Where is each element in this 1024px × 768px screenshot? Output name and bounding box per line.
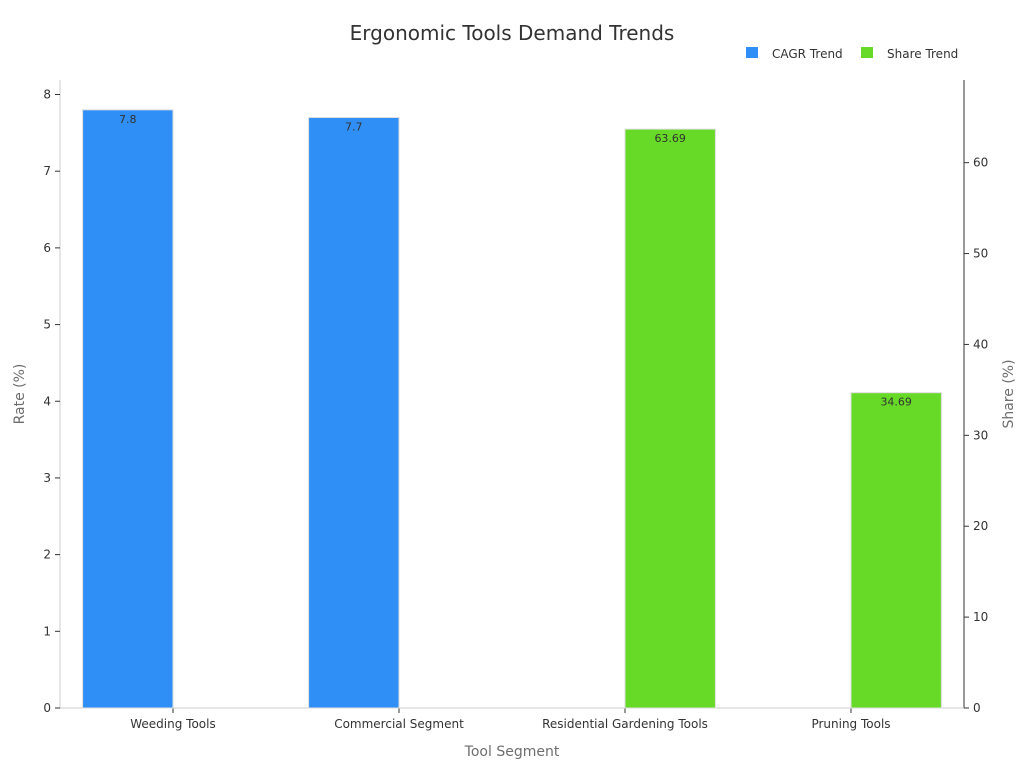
right-tick-label: 20 [973, 519, 988, 533]
left-tick-label: 0 [43, 701, 51, 715]
x-tick-label: Commercial Segment [334, 717, 464, 731]
chart-title: Ergonomic Tools Demand Trends [350, 21, 675, 45]
left-y-axis: 0 1 2 3 4 5 6 7 8 [43, 80, 61, 715]
right-tick-label: 60 [973, 156, 988, 170]
left-tick-label: 6 [43, 241, 51, 255]
legend-swatch [746, 47, 758, 58]
right-tick-label: 50 [973, 247, 988, 261]
left-tick-label: 1 [43, 624, 51, 638]
data-label: 7.7 [345, 121, 363, 134]
x-axis-title: Tool Segment [464, 744, 560, 760]
data-label: 34.69 [880, 396, 912, 409]
left-tick-label: 2 [43, 548, 51, 562]
left-tick-label: 8 [43, 88, 51, 102]
right-y-axis: 0 10 20 30 40 50 60 [963, 80, 988, 715]
x-tick-label: Pruning Tools [811, 717, 890, 731]
left-tick-label: 5 [43, 318, 51, 332]
data-label: 7.8 [119, 113, 137, 126]
left-tick-label: 3 [43, 471, 51, 485]
legend-swatch [861, 47, 873, 58]
bar [624, 128, 716, 709]
bars [82, 109, 942, 709]
bar [850, 392, 942, 709]
right-tick-label: 30 [973, 428, 988, 442]
right-tick-label: 0 [973, 701, 981, 715]
data-label: 63.69 [654, 132, 686, 145]
x-axis: Weeding Tools Commercial Segment Residenti… [60, 707, 964, 731]
right-tick-label: 40 [973, 337, 988, 351]
left-tick-label: 4 [43, 394, 51, 408]
left-tick-label: 7 [43, 164, 51, 178]
bar [82, 109, 174, 709]
bar [308, 117, 400, 709]
data-labels: 7.8 7.7 63.69 34.69 [119, 113, 912, 409]
legend: CAGR Trend Share Trend [746, 47, 958, 61]
legend-label: Share Trend [887, 47, 958, 61]
x-tick-label: Residential Gardening Tools [542, 717, 708, 731]
right-axis-title: Share (%) [1001, 359, 1017, 428]
x-tick-label: Weeding Tools [130, 717, 215, 731]
legend-label: CAGR Trend [772, 47, 843, 61]
right-tick-label: 10 [973, 610, 988, 624]
left-axis-title: Rate (%) [12, 364, 28, 425]
